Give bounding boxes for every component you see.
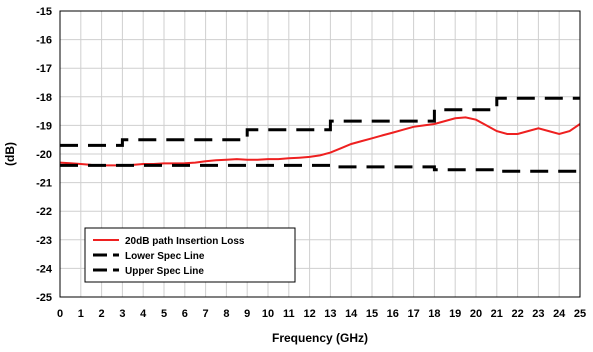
x-tick-label: 25 <box>574 308 586 320</box>
series-layer <box>59 96 581 173</box>
x-tick-label: 12 <box>303 308 315 320</box>
grid <box>59 10 581 298</box>
y-tick-label: -19 <box>36 120 52 132</box>
x-tick-label: 3 <box>119 308 125 320</box>
x-tick-label: 7 <box>203 308 209 320</box>
legend: 20dB path Insertion Loss Lower Spec Line U… <box>84 227 296 283</box>
x-tick-label: 21 <box>491 308 503 320</box>
x-tick-label: 5 <box>161 308 167 320</box>
y-tick-label: -15 <box>36 6 52 18</box>
x-tick-label: 24 <box>553 308 566 320</box>
x-tick-label: 2 <box>99 308 105 320</box>
x-tick-label: 9 <box>244 308 250 320</box>
x-tick-label: 17 <box>407 308 419 320</box>
x-tick-label: 20 <box>470 308 482 320</box>
y-tick-labels: -15 -16 -17 -18 -19 -20 -21 -22 -23 -24 -25 <box>36 6 53 304</box>
x-tick-label: 23 <box>532 308 544 320</box>
x-tick-label: 19 <box>449 308 461 320</box>
x-tick-label: 14 <box>345 308 358 320</box>
x-tick-label: 16 <box>387 308 399 320</box>
legend-label: Upper Spec Line <box>125 266 204 277</box>
legend-box <box>84 227 296 283</box>
legend-label: 20dB path Insertion Loss <box>125 236 245 247</box>
x-tick-label: 6 <box>182 308 188 320</box>
x-tick-label: 1 <box>78 308 84 320</box>
plot-frame <box>59 10 581 298</box>
y-axis-title: (dB) <box>3 142 17 166</box>
x-tick-label: 4 <box>140 308 147 320</box>
series-line-1 <box>59 116 581 167</box>
y-tick-label: -23 <box>36 235 52 247</box>
x-tick-label: 8 <box>223 308 229 320</box>
y-tick-label: -22 <box>36 206 52 218</box>
legend-label: Lower Spec Line <box>125 251 205 262</box>
x-tick-label: 13 <box>324 308 336 320</box>
x-tick-labels: 0 1 2 3 4 5 6 7 8 9 10 11 12 13 14 15 16 17 18 19 20 21 22 23 24… <box>57 308 586 320</box>
x-tick-label: 0 <box>57 308 63 320</box>
x-axis-title: Frequency (GHz) <box>272 331 368 345</box>
x-tick-label: 10 <box>262 308 274 320</box>
y-tick-label: -17 <box>36 63 52 75</box>
series-line-2 <box>60 163 580 173</box>
x-tick-label: 11 <box>283 308 295 320</box>
y-tick-label: -16 <box>36 35 52 47</box>
y-tick-label: -24 <box>36 263 53 275</box>
y-tick-label: -18 <box>36 92 52 104</box>
x-tick-label: 15 <box>366 308 378 320</box>
x-tick-label: 22 <box>511 308 523 320</box>
y-tick-label: -21 <box>36 178 52 190</box>
y-tick-label: -25 <box>36 292 52 304</box>
y-tick-label: -20 <box>36 149 52 161</box>
series-line-3 <box>60 96 580 147</box>
x-tick-label: 18 <box>428 308 440 320</box>
